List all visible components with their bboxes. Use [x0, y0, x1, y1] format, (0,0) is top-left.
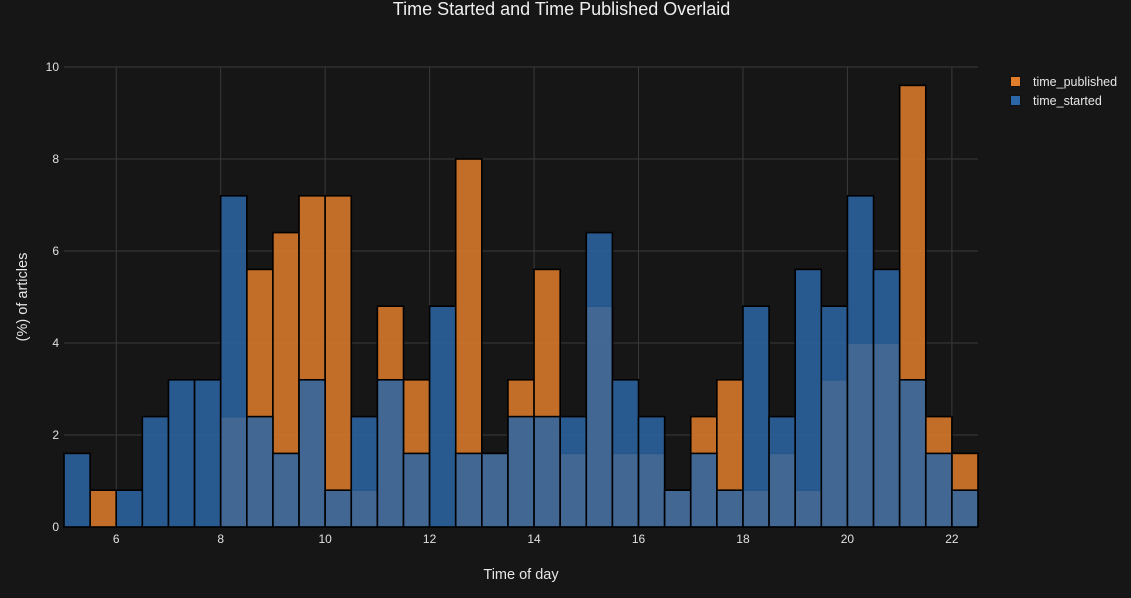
- bar-time-started[interactable]: [820, 305, 849, 528]
- legend-item-time-started[interactable]: time_started: [1010, 91, 1117, 110]
- bar-time-started[interactable]: [402, 452, 431, 528]
- bar-time-started[interactable]: [324, 489, 353, 528]
- legend: time_published time_started: [1010, 72, 1117, 110]
- bar-time-started[interactable]: [454, 452, 483, 528]
- y-tick-label: 10: [46, 60, 60, 74]
- bar-time-started[interactable]: [637, 415, 666, 528]
- bar-time-started[interactable]: [350, 415, 379, 528]
- bar-time-started[interactable]: [272, 452, 300, 528]
- bar-time-started[interactable]: [742, 305, 770, 528]
- bar-time-started[interactable]: [376, 378, 405, 528]
- legend-swatch-published: [1010, 76, 1021, 87]
- bar-time-started[interactable]: [141, 415, 170, 528]
- x-tick-label: 8: [217, 532, 224, 546]
- bar-time-started[interactable]: [219, 195, 248, 528]
- bar-time-started[interactable]: [63, 452, 91, 528]
- y-tick-label: 2: [52, 428, 59, 442]
- bar-time-started[interactable]: [898, 378, 927, 528]
- y-tick-label: 8: [52, 152, 59, 166]
- legend-label-published: time_published: [1033, 74, 1118, 89]
- bar-time-started[interactable]: [846, 195, 875, 528]
- x-tick-label: 16: [632, 532, 646, 546]
- y-tick-label: 0: [52, 520, 59, 534]
- bar-time-started[interactable]: [768, 415, 796, 528]
- bar-time-started[interactable]: [585, 231, 614, 528]
- legend-label-started: time_started: [1033, 93, 1102, 108]
- bar-time-started[interactable]: [167, 378, 196, 528]
- x-tick-label: 12: [423, 532, 437, 546]
- chart-title: Time Started and Time Published Overlaid: [392, 0, 731, 19]
- bars: [63, 84, 979, 528]
- x-tick-label: 22: [945, 532, 959, 546]
- x-axis-label: Time of day: [483, 567, 559, 583]
- bar-time-started[interactable]: [611, 378, 640, 528]
- bar-time-started[interactable]: [716, 489, 744, 528]
- bar-time-started[interactable]: [689, 452, 718, 528]
- bar-time-started[interactable]: [872, 268, 901, 528]
- bar-time-published[interactable]: [89, 489, 118, 528]
- y-axis-label: (%) of articles: [15, 253, 31, 342]
- bar-time-published[interactable]: [324, 195, 353, 528]
- x-tick-label: 18: [736, 532, 750, 546]
- bar-time-started[interactable]: [115, 489, 144, 528]
- x-tick-label: 6: [113, 532, 120, 546]
- bar-time-started[interactable]: [507, 415, 535, 528]
- y-tick-label: 6: [52, 244, 59, 258]
- bar-time-started[interactable]: [924, 452, 953, 528]
- legend-swatch-started: [1010, 95, 1021, 106]
- tick-labels: 0 2 4 6 8 10 6 8 10 12 14 16 18 20 22: [46, 60, 959, 546]
- bar-time-started[interactable]: [246, 415, 274, 528]
- bar-time-started[interactable]: [663, 489, 692, 528]
- x-tick-label: 20: [841, 532, 855, 546]
- bar-time-started[interactable]: [951, 489, 979, 528]
- legend-item-time-published[interactable]: time_published: [1010, 72, 1117, 91]
- y-tick-label: 4: [52, 336, 59, 350]
- bar-time-started[interactable]: [298, 378, 326, 528]
- x-tick-label: 14: [527, 532, 541, 546]
- x-tick-label: 10: [318, 532, 332, 546]
- bar-time-started[interactable]: [193, 378, 222, 528]
- bar-time-started[interactable]: [428, 305, 457, 528]
- bar-time-started[interactable]: [481, 452, 509, 528]
- bar-time-started[interactable]: [533, 415, 561, 528]
- bar-time-started[interactable]: [794, 268, 823, 528]
- bar-time-started[interactable]: [559, 415, 588, 528]
